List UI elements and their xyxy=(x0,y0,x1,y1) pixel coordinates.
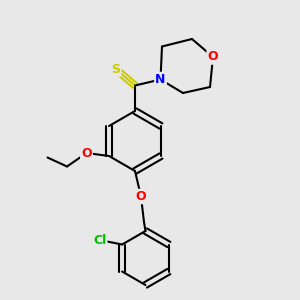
Text: N: N xyxy=(155,73,166,86)
Text: O: O xyxy=(81,146,92,160)
Text: O: O xyxy=(208,50,218,64)
Text: O: O xyxy=(136,190,146,203)
Text: S: S xyxy=(111,62,120,76)
Text: Cl: Cl xyxy=(93,233,106,247)
